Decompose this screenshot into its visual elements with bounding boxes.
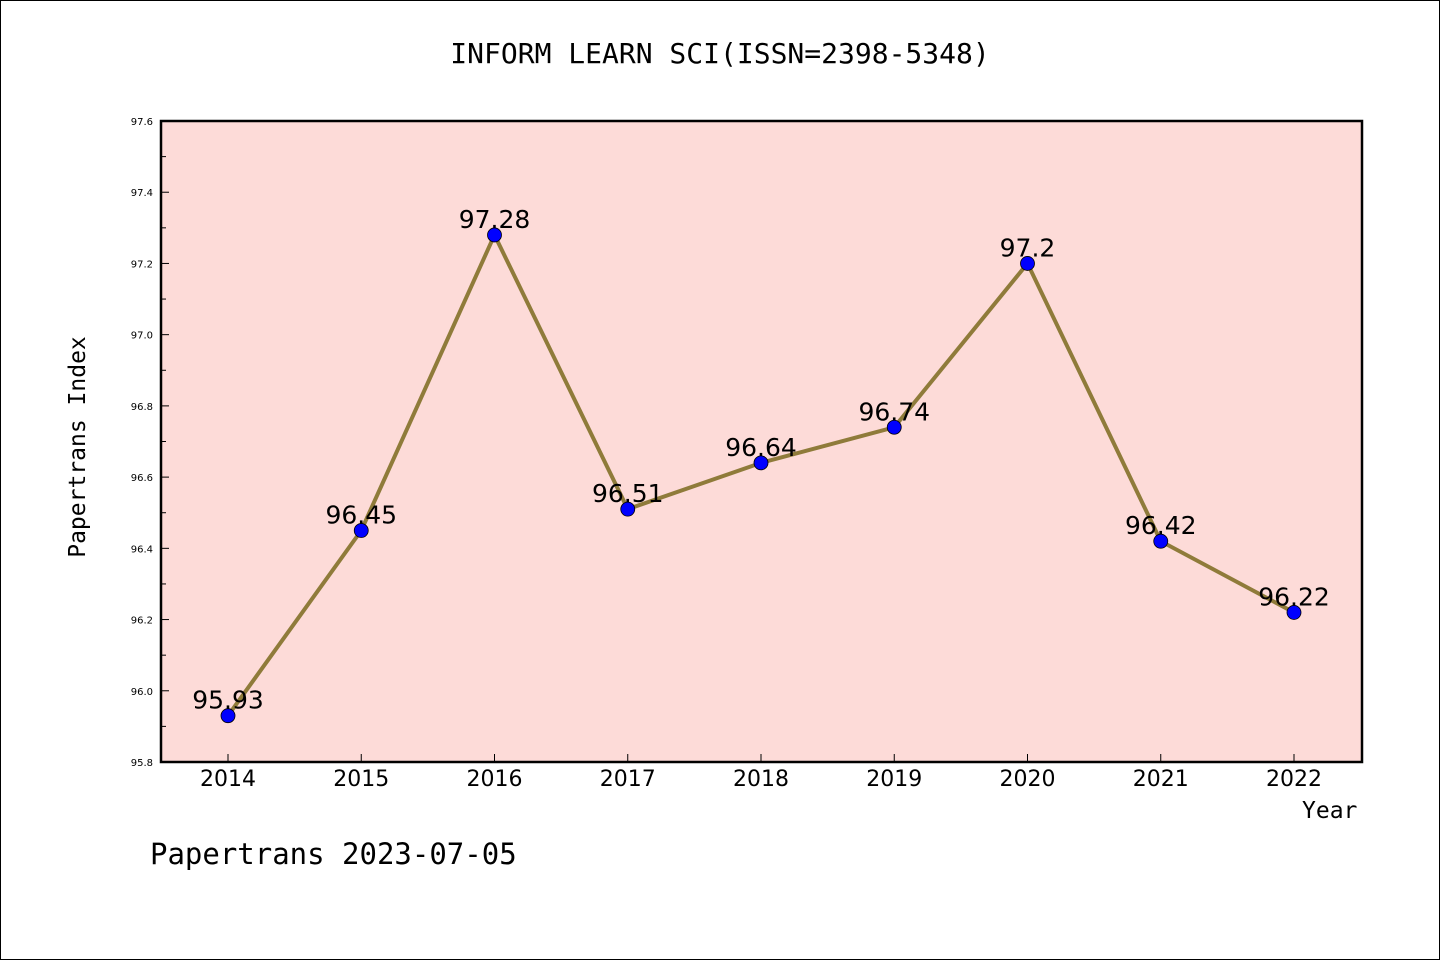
x-axis-ticks: 2014 2015 2016 2017 2018 2019 2020 2021 2022: [200, 754, 1322, 792]
data-label: 96.64: [725, 433, 797, 462]
y-tick-label: 97.0: [131, 331, 153, 342]
y-tick-label: 96.8: [131, 402, 153, 413]
chart-title: INFORM LEARN SCI(ISSN=2398-5348): [450, 37, 990, 70]
data-point: [220, 708, 236, 724]
y-tick-label: 97.4: [131, 188, 153, 199]
data-point: [487, 227, 502, 243]
data-label: 96.42: [1125, 511, 1197, 540]
data-label: 96.22: [1258, 582, 1330, 611]
y-tick-label: 97.2: [131, 259, 153, 270]
y-tick-label: 96.0: [131, 687, 153, 698]
y-tick-label: 96.2: [131, 616, 153, 627]
y-tick-label: 95.8: [131, 758, 153, 769]
data-label: 95.93: [192, 686, 264, 715]
data-label: 97.28: [459, 205, 531, 234]
data-point: [620, 501, 636, 517]
plot-area: [159, 119, 1364, 764]
x-tick-label: 2020: [1000, 767, 1056, 792]
y-tick-label: 97.6: [131, 117, 153, 128]
data-label: 96.51: [592, 479, 664, 508]
x-tick-label: 2017: [600, 767, 656, 792]
data-point: [1153, 533, 1169, 549]
data-label: 97.2: [1000, 233, 1056, 262]
y-axis-ticks: 95.8 96.0 96.2 96.4 96.6 96.8 97.0 97.2 97.4 97.6: [131, 117, 169, 769]
data-point: [1286, 605, 1302, 620]
data-point: [753, 455, 769, 471]
data-label: 96.45: [325, 501, 397, 530]
x-tick-label: 2014: [200, 767, 256, 792]
x-tick-label: 2019: [866, 767, 922, 792]
y-tick-label: 96.4: [131, 544, 153, 555]
y-tick-label: 96.6: [131, 473, 153, 484]
data-label: 96.74: [858, 397, 930, 426]
series-markers: [220, 227, 1302, 724]
x-axis-label: Year: [1302, 798, 1358, 824]
x-tick-label: 2022: [1266, 767, 1322, 792]
x-tick-label: 2016: [467, 767, 523, 792]
x-tick-label: 2015: [333, 767, 389, 792]
data-point: [353, 523, 369, 538]
data-point: [1020, 256, 1035, 271]
x-tick-label: 2018: [733, 767, 789, 792]
footer-stamp: Papertrans 2023-07-05: [150, 837, 517, 871]
x-tick-label: 2021: [1133, 767, 1189, 792]
data-point: [886, 419, 902, 435]
data-labels: 95.93 96.45 97.28 96.51 96.64 96.74 97.2 96.42 9…: [192, 205, 1330, 715]
